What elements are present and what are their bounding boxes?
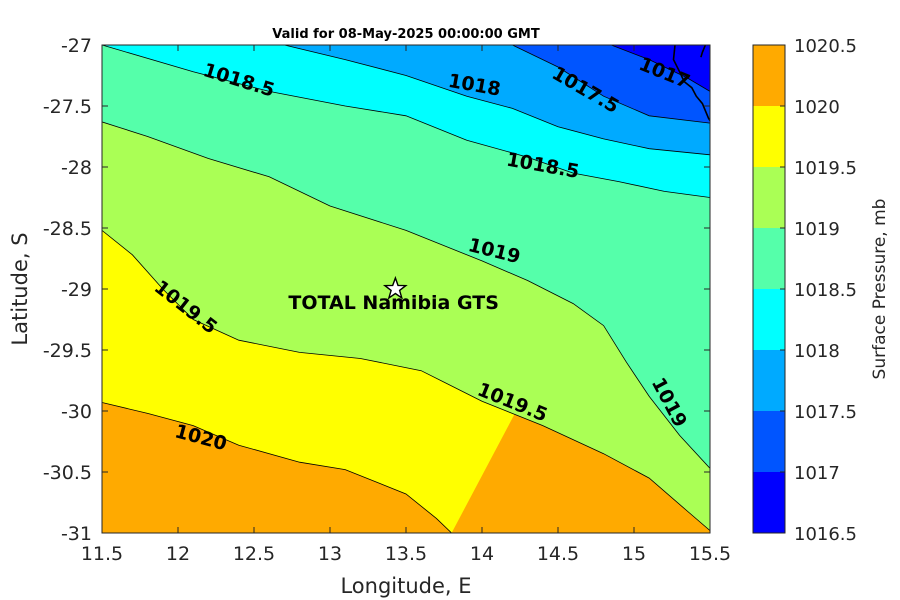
colorbar-tick-label: 1018.5 <box>794 280 857 301</box>
colorbar-band-1016.5 <box>753 472 785 533</box>
colorbar-tick-label: 1019 <box>794 219 840 240</box>
contour-line-1017.5 <box>512 45 710 124</box>
y-tick-label: -28 <box>61 157 92 179</box>
contour-line-1019 <box>102 121 710 469</box>
band-below-1017 <box>611 45 710 92</box>
x-tick-label: 15 <box>622 543 646 565</box>
x-tick-label: 11.5 <box>81 543 123 565</box>
contour-line-1019.5 <box>102 230 710 531</box>
y-tick-label: -30.5 <box>43 462 92 484</box>
x-tick-label: 12 <box>166 543 190 565</box>
y-axis-label: Latitude, S <box>8 232 32 345</box>
colorbar-band-1017.5 <box>753 350 785 411</box>
colorbar-tick-label: 1019.5 <box>794 158 857 179</box>
y-tick-label: -27 <box>61 35 92 57</box>
colorbar-tick-label: 1017.5 <box>794 402 857 423</box>
x-tick-label: 13.5 <box>385 543 427 565</box>
x-tick-label: 12.5 <box>233 543 275 565</box>
coastline <box>672 45 710 122</box>
y-tick-label: -27.5 <box>43 96 92 118</box>
colorbar: 1016.5 1017 1017.5 1018 1018.5 1019 1019.5 1020… <box>752 36 857 545</box>
y-tick-label: -28.5 <box>43 218 92 240</box>
colorbar-band-1019 <box>753 167 785 228</box>
colorbar-band-1017 <box>753 411 785 472</box>
contour-lines <box>102 45 710 533</box>
coastline-segment-1 <box>672 45 710 122</box>
coastline-segment-2 <box>700 45 707 58</box>
y-tick-label: -31 <box>61 523 92 545</box>
colorbar-tick-label: 1020.5 <box>794 36 857 57</box>
x-tick-label: 15.5 <box>689 543 731 565</box>
contour-line-1020 <box>102 402 452 533</box>
colorbar-band-1018.5 <box>753 228 785 289</box>
colorbar-band-1018 <box>753 289 785 350</box>
y-tick-label: -29 <box>61 279 92 301</box>
colorbar-tick-label: 1018 <box>794 341 840 362</box>
site-label: TOTAL Namibia GTS <box>288 292 499 314</box>
x-axis: 11.5 12 12.5 13 13.5 14 14.5 15 15.5 <box>81 45 731 565</box>
y-tick-label: -29.5 <box>43 340 92 362</box>
contour-fill-bands <box>102 45 710 533</box>
colorbar-tick-label: 1017 <box>794 463 840 484</box>
contour-line-1018.5 <box>102 45 710 198</box>
x-axis-label: Longitude, E <box>340 574 471 598</box>
x-tick-label: 14 <box>470 543 494 565</box>
contour-line-1018 <box>284 45 710 156</box>
x-tick-label: 14.5 <box>537 543 579 565</box>
plot-area: 1018.5 1018 1017.5 10171018.510191019.51019… <box>102 45 710 533</box>
chart-title: Valid for 08-May-2025 00:00:00 GMT <box>272 27 540 42</box>
colorbar-tick-label: 1020 <box>794 97 840 118</box>
colorbar-label: Surface Pressure, mb <box>870 199 890 380</box>
site-marker-group: TOTAL Namibia GTS <box>288 275 499 314</box>
colorbar-tick-label: 1016.5 <box>794 524 857 545</box>
x-tick-label: 13 <box>318 543 342 565</box>
colorbar-band-1020 <box>753 45 785 106</box>
site-star-icon <box>382 275 408 300</box>
y-axis: -27 -27.5 -28 -28.5 -29 -29.5 -30 -30.5 -31 <box>43 35 710 545</box>
contour-line-1017 <box>611 45 710 92</box>
y-tick-label: -30 <box>61 401 92 423</box>
colorbar-band-1019.5 <box>753 106 785 167</box>
